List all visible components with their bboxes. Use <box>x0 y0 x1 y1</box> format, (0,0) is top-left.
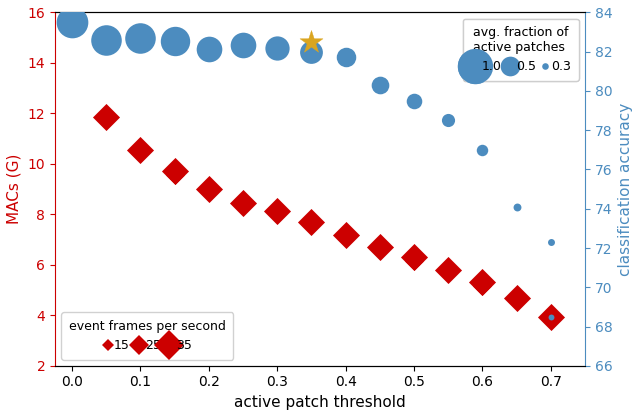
Point <box>67 19 77 25</box>
Point <box>307 219 317 225</box>
Point <box>409 98 419 104</box>
Point <box>135 153 145 160</box>
Point <box>204 45 214 52</box>
Point <box>511 301 522 307</box>
Point <box>135 150 145 157</box>
Point <box>272 214 282 220</box>
Point <box>272 45 282 51</box>
Point <box>375 82 385 88</box>
Point <box>375 250 385 257</box>
Point <box>67 23 77 30</box>
Point <box>340 238 351 244</box>
Point <box>101 37 111 43</box>
Point <box>477 286 488 292</box>
Point <box>170 174 180 181</box>
Point <box>443 117 453 124</box>
Point <box>546 313 556 320</box>
Point <box>340 234 351 241</box>
Point <box>340 53 351 60</box>
Point <box>238 206 248 213</box>
Point <box>135 35 145 41</box>
Point <box>511 298 522 304</box>
Point <box>272 211 282 217</box>
Point <box>307 48 317 55</box>
Point <box>375 247 385 254</box>
Point <box>443 270 453 276</box>
Point <box>307 38 317 45</box>
Point <box>204 189 214 196</box>
Point <box>511 294 522 301</box>
Point <box>546 319 556 326</box>
Point <box>477 282 488 289</box>
Point <box>101 114 111 121</box>
Point <box>477 279 488 286</box>
Point <box>409 260 419 267</box>
Legend: 1.0, 0.5, 0.3: 1.0, 0.5, 0.3 <box>463 19 579 81</box>
Point <box>307 225 317 231</box>
Point <box>101 116 111 123</box>
Point <box>546 239 556 246</box>
Point <box>409 254 419 261</box>
Point <box>546 313 556 320</box>
Point <box>67 25 77 32</box>
Point <box>101 119 111 126</box>
Point <box>67 20 77 27</box>
Point <box>170 168 180 175</box>
Point <box>204 192 214 199</box>
Y-axis label: classification accuracy: classification accuracy <box>618 103 633 276</box>
Point <box>238 200 248 206</box>
Point <box>443 266 453 273</box>
Point <box>238 42 248 48</box>
Point <box>238 203 248 210</box>
Point <box>272 207 282 214</box>
Point <box>135 147 145 153</box>
Legend: 15, 25, 35: 15, 25, 35 <box>61 312 233 359</box>
Point <box>546 317 556 323</box>
Point <box>477 146 488 153</box>
Point <box>443 273 453 279</box>
Point <box>375 244 385 251</box>
Point <box>340 231 351 238</box>
Point <box>170 38 180 44</box>
Point <box>204 186 214 193</box>
X-axis label: active patch threshold: active patch threshold <box>234 395 406 410</box>
Point <box>307 222 317 229</box>
Point <box>511 203 522 210</box>
Y-axis label: MACs (G): MACs (G) <box>7 154 22 224</box>
Point <box>409 257 419 264</box>
Point <box>170 171 180 178</box>
